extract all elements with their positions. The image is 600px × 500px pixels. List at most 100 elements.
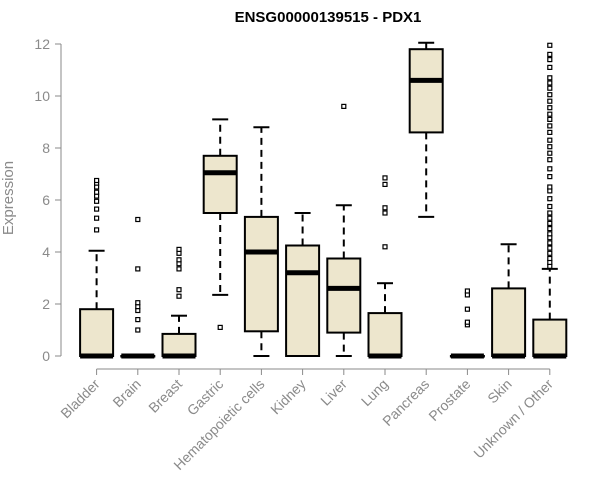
outlier-point (547, 184, 553, 190)
box-gastric (202, 118, 238, 330)
box-hematopoietic-cells (243, 126, 279, 357)
outlier-point (93, 206, 100, 212)
outlier-point (547, 98, 553, 104)
outlier-point (547, 210, 553, 216)
outlier-point (176, 246, 182, 252)
box-iqr (532, 318, 568, 358)
x-tick-label: Bladder (57, 376, 103, 422)
x-tick-label: Breast (145, 376, 185, 416)
y-tick-label: 10 (34, 88, 50, 104)
outlier-point (93, 227, 100, 233)
outlier-point (547, 42, 553, 48)
box-iqr (408, 48, 444, 134)
outlier-point (547, 240, 553, 246)
x-tick-label: Liver (317, 376, 350, 409)
box-breast (161, 246, 197, 359)
y-tick-label: 8 (42, 140, 50, 156)
outlier-point (135, 266, 141, 272)
x-tick-label: Skin (484, 376, 515, 407)
outlier-point (547, 157, 553, 163)
outlier-point (547, 51, 553, 58)
box-unknown-other (532, 42, 568, 359)
outlier-point (93, 177, 100, 184)
box-liver (326, 103, 362, 357)
x-tick-label: Kidney (267, 376, 309, 418)
outlier-point (547, 203, 553, 210)
outlier-point (341, 103, 347, 110)
outlier-point (93, 198, 100, 204)
x-tick-label: Brain (109, 376, 143, 410)
outlier-point (547, 231, 553, 237)
outlier-point (217, 324, 223, 330)
outlier-point (547, 75, 553, 81)
outlier-point (382, 244, 388, 250)
outlier-point (547, 105, 553, 111)
outlier-point (382, 175, 388, 181)
y-tick-label: 6 (42, 192, 50, 208)
outlier-point (93, 189, 100, 195)
outlier-point (135, 300, 141, 306)
outlier-point (547, 245, 553, 251)
box-lung (367, 175, 403, 359)
outlier-point (93, 215, 100, 221)
outlier-point (135, 327, 141, 333)
box-iqr (161, 332, 197, 357)
outlier-point (547, 166, 553, 172)
box-prostate (449, 288, 485, 359)
outlier-point (547, 116, 553, 123)
outlier-point (176, 293, 182, 299)
y-tick-label: 2 (42, 296, 50, 312)
box-pancreas (408, 41, 444, 218)
box-bladder (79, 177, 115, 359)
outlier-point (382, 181, 388, 187)
outlier-point (547, 150, 553, 156)
outlier-point (547, 92, 553, 98)
outlier-point (382, 205, 388, 211)
box-kidney (285, 212, 321, 357)
outlier-point (547, 137, 553, 143)
outlier-point (547, 80, 553, 86)
outlier-point (547, 144, 553, 150)
box-skin (491, 243, 527, 359)
chart-title: ENSG00000139515 - PDX1 (235, 9, 422, 26)
x-tick-label: Lung (358, 376, 391, 409)
outlier-point (547, 64, 553, 71)
outlier-point (547, 85, 553, 91)
outlier-point (464, 306, 470, 312)
outlier-point (547, 174, 553, 180)
outlier-point (547, 123, 553, 129)
box-iqr (326, 257, 362, 334)
outlier-point (176, 287, 182, 293)
box-brain (120, 216, 156, 359)
box-iqr (202, 154, 238, 215)
box-series (79, 41, 568, 359)
box-iqr (285, 244, 321, 357)
y-tick-label: 4 (42, 244, 50, 260)
box-iqr (491, 287, 527, 357)
y-tick-label: 0 (42, 348, 50, 364)
outlier-point (547, 220, 553, 226)
outlier-point (382, 210, 388, 216)
outlier-point (547, 129, 553, 135)
y-tick-label: 12 (34, 36, 50, 52)
outlier-point (547, 250, 553, 256)
outlier-point (547, 111, 553, 117)
outlier-point (176, 266, 182, 272)
outlier-point (547, 255, 553, 262)
box-iqr (243, 215, 279, 333)
outlier-point (464, 319, 470, 325)
outlier-point (135, 317, 141, 323)
outlier-point (464, 288, 470, 294)
box-iqr (79, 308, 115, 358)
outlier-point (547, 196, 553, 202)
outlier-point (547, 56, 553, 63)
outlier-point (135, 216, 141, 223)
box-iqr (367, 312, 403, 358)
outlier-point (547, 215, 553, 221)
outlier-point (547, 226, 553, 232)
y-axis: 0 2 4 6 8 10 12 (34, 36, 62, 364)
x-tick-label: Prostate (425, 376, 473, 424)
y-axis-title: Expression (0, 161, 17, 235)
